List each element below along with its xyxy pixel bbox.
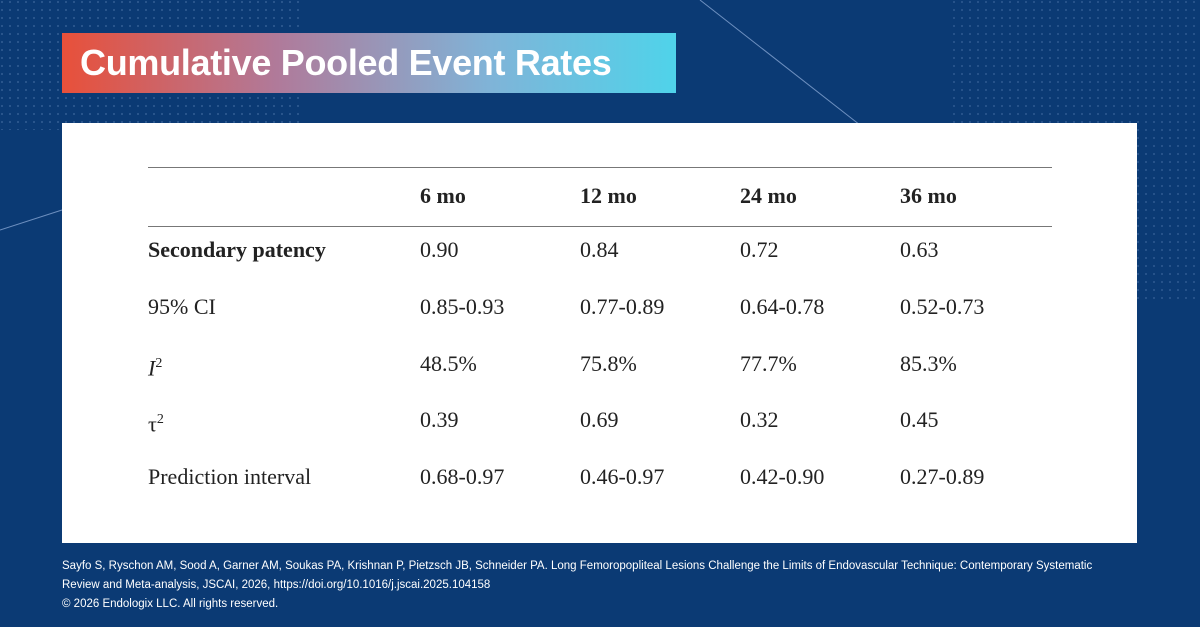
table-panel: 6 mo 12 mo 24 mo 36 mo Secondary patency 0.90… bbox=[62, 123, 1137, 543]
citation: Sayfo S, Ryschon AM, Sood A, Garner AM, … bbox=[62, 560, 1093, 591]
cell-value: 0.45 bbox=[900, 407, 939, 432]
column-header: 36 mo bbox=[900, 183, 957, 208]
row-label: I2 bbox=[148, 350, 162, 382]
cell-value: 0.84 bbox=[580, 237, 619, 262]
cell-value: 0.27-0.89 bbox=[900, 464, 985, 489]
cell-value: 75.8% bbox=[580, 351, 637, 376]
row-label: 95% CI bbox=[148, 293, 216, 321]
row-label-text: I bbox=[148, 355, 156, 381]
cell-value: 0.39 bbox=[420, 407, 459, 432]
column-header: 24 mo bbox=[740, 183, 797, 208]
cell-value: 0.72 bbox=[740, 237, 779, 262]
row-label: Prediction interval bbox=[148, 463, 311, 491]
cell-value: 0.63 bbox=[900, 237, 939, 262]
cell-value: 0.32 bbox=[740, 407, 779, 432]
rule bbox=[148, 226, 1052, 227]
row-label: Secondary patency bbox=[148, 236, 326, 264]
row-label: τ2 bbox=[148, 406, 164, 438]
rule bbox=[148, 167, 1052, 168]
copyright: © 2026 Endologix LLC. All rights reserve… bbox=[62, 598, 279, 610]
row-label-sup: 2 bbox=[155, 356, 163, 371]
column-header: 12 mo bbox=[580, 183, 637, 208]
cell-value: 0.69 bbox=[580, 407, 619, 432]
column-header: 6 mo bbox=[420, 183, 466, 208]
cell-value: 77.7% bbox=[740, 351, 797, 376]
cell-value: 85.3% bbox=[900, 351, 957, 376]
cell-value: 0.46-0.97 bbox=[580, 464, 665, 489]
footer: Sayfo S, Ryschon AM, Sood A, Garner AM, … bbox=[62, 557, 1122, 614]
cell-value: 0.64-0.78 bbox=[740, 294, 825, 319]
row-label-text: Prediction interval bbox=[148, 464, 312, 489]
row-label-text: τ bbox=[148, 411, 157, 437]
cell-value: 0.85-0.93 bbox=[420, 294, 505, 319]
row-label-text: 95% CI bbox=[148, 294, 216, 319]
row-label-text: Secondary patency bbox=[148, 237, 326, 262]
row-label-sup: 2 bbox=[156, 412, 164, 427]
title: Cumulative Pooled Event Rates bbox=[62, 33, 676, 93]
cell-value: 0.42-0.90 bbox=[740, 464, 825, 489]
cell-value: 0.68-0.97 bbox=[420, 464, 505, 489]
cell-value: 0.77-0.89 bbox=[580, 294, 665, 319]
cell-value: 0.52-0.73 bbox=[900, 294, 985, 319]
cell-value: 0.90 bbox=[420, 237, 459, 262]
cell-value: 48.5% bbox=[420, 351, 477, 376]
